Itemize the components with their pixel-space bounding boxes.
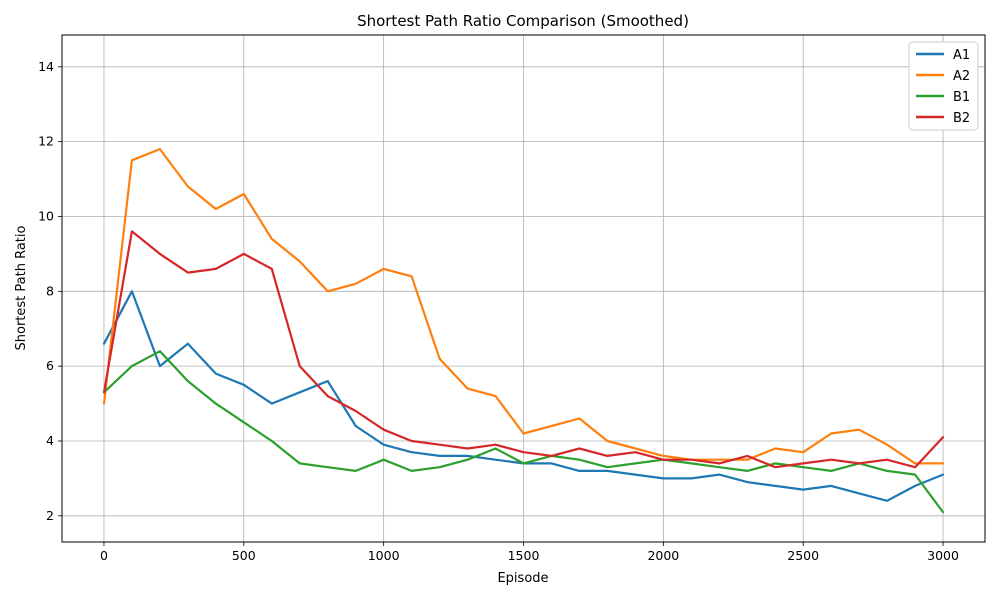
legend-box bbox=[908, 41, 979, 131]
y-tick-label: 8 bbox=[46, 283, 54, 298]
series-line-b2 bbox=[102, 230, 945, 469]
x-axis-ticks: 0 500 1000 1500 2000 2500 3000 bbox=[100, 542, 959, 563]
y-tick-label: 12 bbox=[38, 134, 54, 149]
legend-label-a2: A2 bbox=[953, 69, 970, 84]
legend-label-b2: B2 bbox=[953, 111, 970, 126]
y-tick-label: 10 bbox=[38, 208, 54, 223]
y-gridlines bbox=[62, 66, 985, 517]
legend-items: A1 A2 B1 B2 bbox=[916, 48, 970, 126]
series-lines bbox=[102, 148, 945, 514]
y-axis-ticks: 2 4 6 8 10 12 14 bbox=[38, 59, 62, 523]
chart-title: Shortest Path Ratio Comparison (Smoothed… bbox=[357, 12, 689, 30]
y-tick-label: 6 bbox=[46, 358, 54, 373]
x-tick-label: 2500 bbox=[787, 548, 819, 563]
x-tick-label: 1000 bbox=[368, 548, 400, 563]
x-gridlines bbox=[103, 35, 944, 542]
x-tick-label: 2000 bbox=[647, 548, 679, 563]
x-axis-label: Episode bbox=[497, 571, 548, 586]
x-tick-label: 1500 bbox=[508, 548, 540, 563]
x-tick-label: 500 bbox=[232, 548, 256, 563]
series-line-a2 bbox=[102, 148, 945, 465]
x-tick-label: 3000 bbox=[927, 548, 959, 563]
legend-label-b1: B1 bbox=[953, 90, 970, 105]
y-axis-label: Shortest Path Ratio bbox=[14, 225, 29, 350]
plot-area bbox=[61, 34, 986, 543]
y-tick-label: 4 bbox=[46, 433, 54, 448]
y-tick-label: 14 bbox=[38, 59, 54, 74]
series-line-b1 bbox=[102, 350, 945, 514]
y-tick-label: 2 bbox=[46, 508, 54, 523]
x-tick-label: 0 bbox=[100, 548, 108, 563]
legend: A1 A2 B1 B2 bbox=[908, 41, 979, 131]
legend-label-a1: A1 bbox=[953, 48, 970, 63]
